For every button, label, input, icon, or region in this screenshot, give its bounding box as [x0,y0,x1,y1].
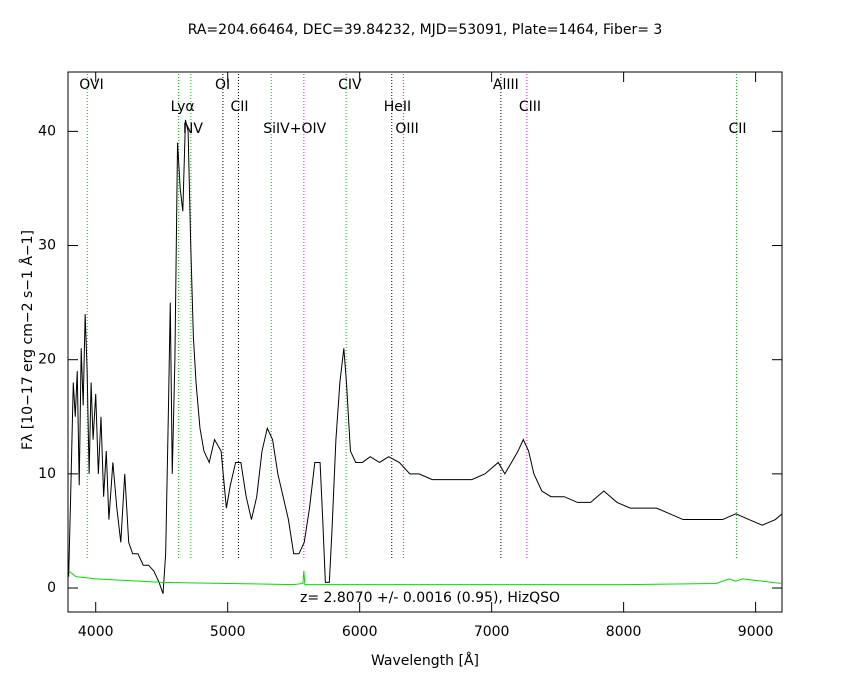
line-label: SiIV+OIV [263,121,326,137]
plot-frame [67,71,783,613]
line-label: CII [728,121,746,137]
y-tick-label: 40 [38,123,56,139]
chart-title: RA=204.66464, DEC=39.84232, MJD=53091, P… [188,22,663,38]
line-label: OI [215,77,230,93]
x-tick-label: 7000 [474,624,510,640]
y-axis-label: Fλ [10−17 erg cm−2 s−1 Å−1] [19,230,36,450]
annotation: z= 2.8070 +/- 0.0016 (0.95), HizQSO [300,590,560,606]
line-label: OVI [79,77,103,93]
x-tick-label: 8000 [606,624,642,640]
line-label: Lyα [171,99,195,115]
y-tick-label: 20 [38,352,56,368]
y-tick-label: 10 [38,466,56,482]
x-axis-label: Wavelength [Å] [371,652,479,669]
x-tick-label: 5000 [210,624,246,640]
line-label: HeII [384,99,411,115]
spectrum-line [68,570,783,586]
line-label: CIII [519,99,541,115]
line-label: CIV [338,77,362,93]
line-label: OIII [395,121,418,137]
y-tick-label: 0 [47,580,56,596]
line-label: CII [231,99,249,115]
x-tick-label: 6000 [342,624,378,640]
y-tick-label: 30 [38,238,56,254]
line-label: AlIII [493,77,519,93]
x-tick-label: 4000 [78,624,114,640]
x-tick-label: 9000 [738,624,774,640]
spectrum-line [68,119,783,594]
